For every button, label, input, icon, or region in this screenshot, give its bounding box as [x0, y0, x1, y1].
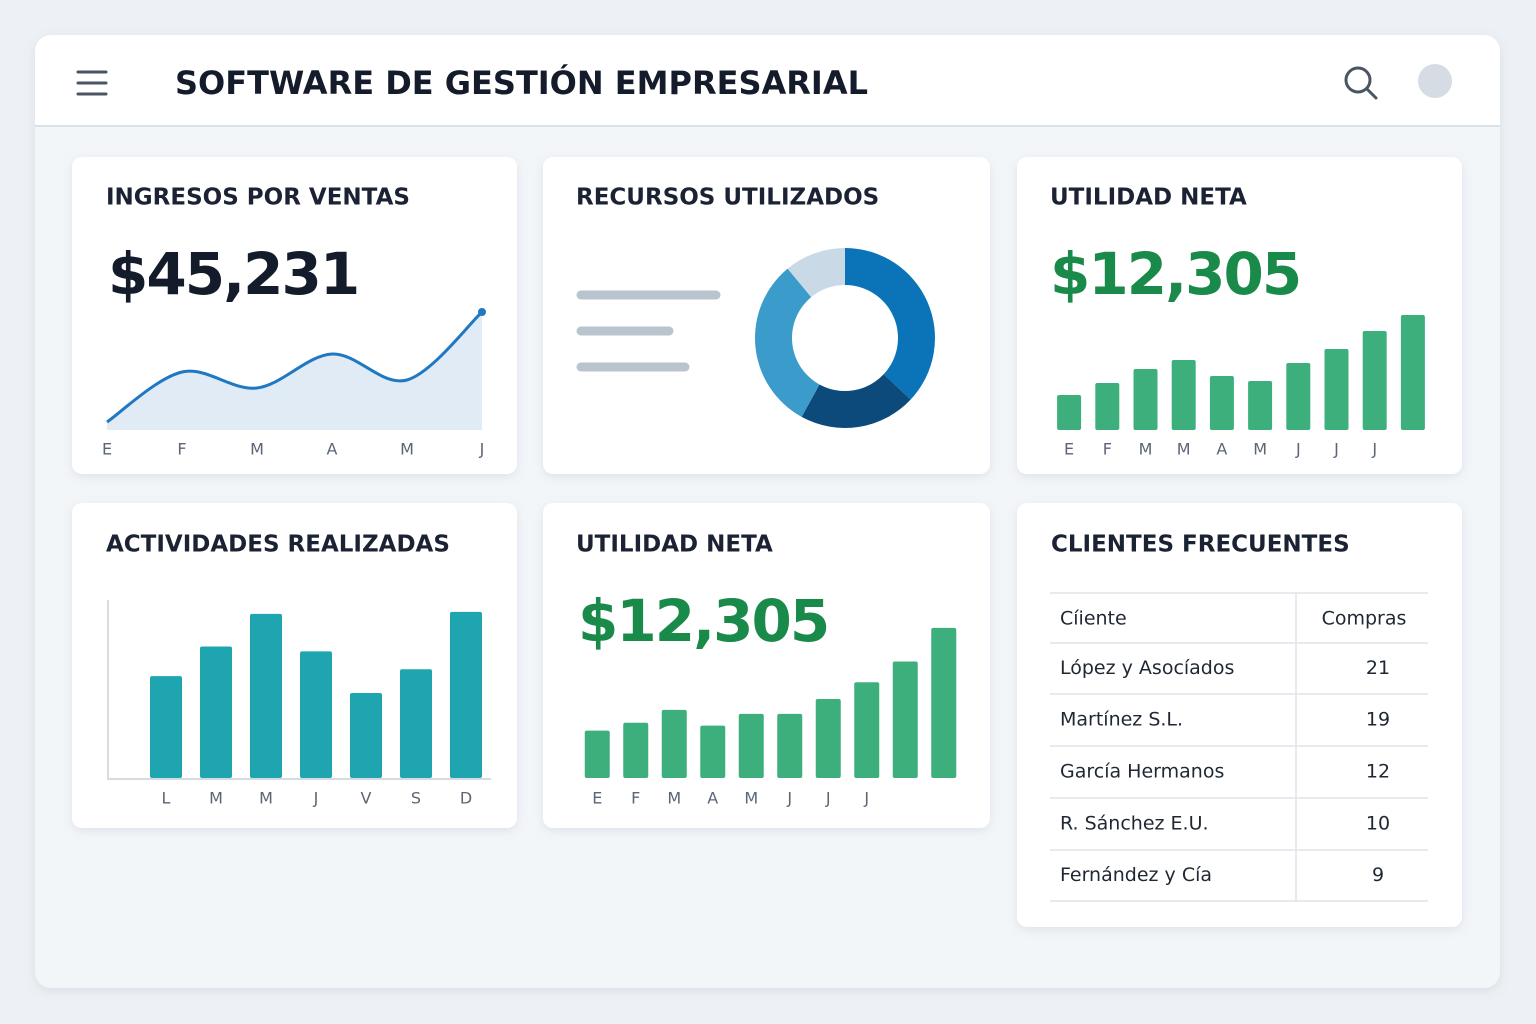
- x-tick-label: M: [259, 789, 273, 808]
- bar: [250, 613, 282, 778]
- x-tick-label: F: [177, 440, 186, 459]
- table-cell: 12: [1366, 761, 1390, 783]
- header-bar: [35, 35, 1500, 125]
- x-tick-label: J: [825, 789, 831, 808]
- x-tick-label: E: [1064, 440, 1074, 459]
- bar: [1324, 349, 1349, 430]
- card-title: RECURSOS UTILIZADOS: [576, 185, 879, 211]
- bar: [777, 713, 803, 778]
- donut-segment: [755, 268, 820, 417]
- x-tick-label: M: [400, 440, 414, 459]
- bar: [1248, 381, 1273, 430]
- x-tick-label: J: [786, 789, 792, 808]
- kpi-value: $12,305: [578, 587, 828, 655]
- bar: [931, 627, 957, 778]
- x-tick-label: J: [1295, 440, 1301, 459]
- x-tick-label: E: [102, 440, 112, 459]
- bar: [1209, 376, 1234, 430]
- x-tick-label: M: [250, 440, 264, 459]
- end-point: [478, 308, 486, 316]
- x-tick-label: M: [1177, 440, 1191, 459]
- x-tick-label: J: [1371, 440, 1377, 459]
- table-cell: 21: [1366, 657, 1390, 679]
- x-tick-label: J: [1333, 440, 1339, 459]
- table-cell: García Hermanos: [1060, 761, 1224, 783]
- x-tick-label: M: [209, 789, 223, 808]
- x-tick-label: S: [411, 789, 421, 808]
- table-cell: López y Asocíados: [1060, 657, 1234, 679]
- card: [1017, 157, 1462, 474]
- bar: [623, 722, 649, 778]
- table-cell: 19: [1366, 709, 1390, 731]
- bar: [350, 692, 382, 778]
- card-title: INGRESOS POR VENTAS: [106, 185, 410, 211]
- card-title: CLIENTES FRECUENTES: [1051, 532, 1350, 558]
- bar: [584, 730, 610, 778]
- bar: [400, 669, 432, 778]
- table-header: Cíiente: [1060, 608, 1127, 630]
- bar: [300, 651, 332, 778]
- x-tick-label: D: [460, 789, 472, 808]
- table-cell: R. Sánchez E.U.: [1060, 813, 1209, 835]
- bar: [700, 725, 726, 778]
- x-tick-label: V: [361, 789, 372, 808]
- bar: [738, 713, 764, 778]
- legend-placeholder: [576, 290, 721, 372]
- x-tick-label: J: [313, 789, 319, 808]
- line: [106, 310, 484, 424]
- bar: [1095, 383, 1120, 430]
- x-tick-label: M: [744, 789, 758, 808]
- x-tick-label: J: [479, 440, 485, 459]
- card-title: UTILIDAD NETA: [1050, 185, 1247, 211]
- bar: [200, 646, 232, 778]
- x-tick-label: E: [592, 789, 602, 808]
- x-tick-label: F: [1103, 440, 1112, 459]
- x-tick-label: M: [1253, 440, 1267, 459]
- donut-segment: [787, 248, 845, 298]
- x-tick-label: L: [162, 789, 171, 808]
- table-header: Compras: [1322, 608, 1407, 630]
- x-tick-label: M: [1139, 440, 1153, 459]
- bar: [854, 682, 880, 778]
- x-tick-label: A: [1216, 440, 1227, 459]
- bar: [1057, 395, 1082, 430]
- kpi-value: $45,231: [108, 240, 358, 308]
- donut-segment: [845, 248, 936, 400]
- table-cell: Fernández y Cía: [1060, 864, 1212, 886]
- bar: [1362, 331, 1387, 430]
- table-cell: 9: [1372, 864, 1384, 886]
- app-title: SOFTWARE DE GESTIÓN EMPRESARIAL: [175, 63, 868, 102]
- avatar[interactable]: [1418, 64, 1452, 98]
- x-tick-label: J: [863, 789, 869, 808]
- menu-button[interactable]: [76, 70, 108, 96]
- x-tick-label: F: [631, 789, 640, 808]
- table-cell: Martínez S.L.: [1060, 709, 1183, 731]
- search-button[interactable]: [1344, 66, 1378, 100]
- table-cell: 10: [1366, 813, 1390, 835]
- x-tick-label: M: [667, 789, 681, 808]
- card-title: ACTIVIDADES REALIZADAS: [106, 532, 450, 558]
- card-title: UTILIDAD NETA: [576, 532, 773, 558]
- bar: [1133, 369, 1158, 430]
- bar: [1400, 315, 1425, 430]
- donut-segment: [801, 374, 911, 429]
- x-tick-label: A: [327, 440, 338, 459]
- bar: [892, 661, 918, 778]
- bar: [661, 709, 687, 778]
- bar: [1171, 360, 1196, 430]
- bar: [815, 699, 841, 778]
- bar: [450, 611, 482, 778]
- kpi-value: $12,305: [1050, 240, 1300, 308]
- bar: [150, 676, 182, 778]
- card: [1017, 503, 1462, 927]
- table: Cíiente Compras López y Asocíados 21 Martíne…: [1050, 592, 1428, 902]
- x-tick-label: A: [707, 789, 718, 808]
- bar: [1286, 363, 1311, 430]
